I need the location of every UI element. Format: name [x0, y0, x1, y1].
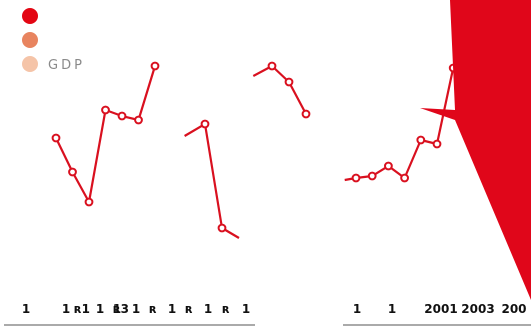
data-point [432, 139, 442, 149]
data-point [351, 173, 361, 183]
tick-label: ʀ [149, 302, 157, 316]
tick-label: 1 [113, 302, 121, 316]
data-point [200, 119, 210, 129]
legend-label-2: GDP [48, 58, 85, 73]
tick-label: 1 [62, 302, 70, 316]
data-point [400, 173, 410, 183]
x-axis: 1 1 ʀ1 1 1ʀ3 1 ʀ 1 ʀ 1 ʀ 1 1 1 2001 2003 200 [4, 302, 531, 326]
data-point [367, 171, 377, 181]
legend-marker-1 [22, 32, 38, 48]
data-point [101, 105, 110, 115]
tick-label: 2003 [461, 302, 494, 316]
data-point [416, 135, 426, 145]
data-point [84, 197, 94, 207]
data-point [301, 109, 311, 119]
red-wedge [420, 0, 531, 300]
tick-label: ʀ3 [113, 302, 129, 316]
data-point [134, 115, 143, 125]
tick-label: 200 [501, 302, 526, 316]
data-point [384, 161, 393, 171]
legend-marker-2 [22, 56, 38, 72]
series-line-3 [344, 59, 470, 182]
series-line-0 [55, 65, 157, 204]
tick-label: 1 [353, 302, 361, 316]
tick-label: 2001 [424, 302, 457, 316]
tick-label: 1 [168, 302, 176, 316]
legend: GDP [22, 8, 85, 73]
data-point [51, 133, 61, 143]
data-point [68, 167, 77, 177]
data-point [150, 61, 160, 71]
tick-label: ʀ1 [74, 302, 90, 316]
series [51, 55, 474, 239]
series-line-2 [252, 64, 307, 115]
tick-label: 1 [132, 302, 140, 316]
red-overlay-shape [420, 0, 531, 300]
tick-label: 1 [204, 302, 212, 316]
tick-label: ʀ [185, 302, 193, 316]
data-point [217, 223, 227, 233]
tick-label: 1 [96, 302, 104, 316]
tick-label: 1 [242, 302, 250, 316]
legend-marker-0 [22, 8, 38, 24]
series-line-1 [184, 122, 240, 239]
tick-label: ʀ [222, 302, 230, 316]
data-point [117, 111, 127, 121]
data-point [284, 77, 294, 87]
data-point [267, 61, 277, 71]
tick-label: 1 [388, 302, 396, 316]
tick-label: 1 [22, 302, 30, 316]
